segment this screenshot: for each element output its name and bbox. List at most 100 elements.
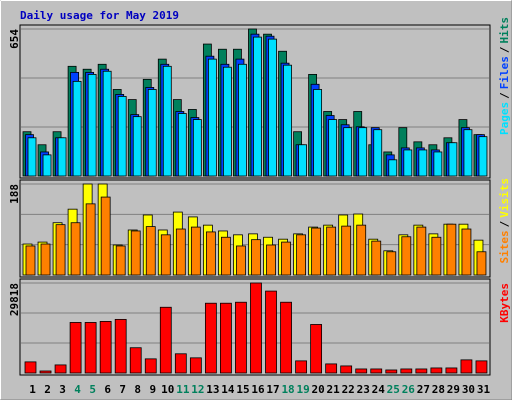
bar <box>280 301 292 374</box>
bar <box>373 129 383 177</box>
bar <box>204 302 217 374</box>
bar <box>102 70 112 177</box>
legend: Pages / Files / Hits <box>498 17 511 135</box>
x-tick-label: 18 <box>281 383 294 396</box>
bar <box>72 80 82 177</box>
bar <box>310 324 323 374</box>
bar <box>418 149 428 177</box>
bar <box>281 241 291 276</box>
x-tick-label: 26 <box>402 383 416 396</box>
bar <box>356 224 367 276</box>
bar <box>114 318 127 374</box>
bar <box>461 228 472 276</box>
bar <box>99 321 112 374</box>
bar <box>251 239 261 276</box>
bar <box>189 357 202 374</box>
bar <box>160 234 171 276</box>
legend-separator: / <box>498 220 511 227</box>
x-tick-label: 23 <box>357 383 370 396</box>
bar <box>238 63 247 177</box>
bar <box>430 367 443 374</box>
bar <box>70 222 81 276</box>
bar <box>253 36 262 177</box>
x-tick-label: 7 <box>119 383 126 396</box>
bar <box>85 203 96 276</box>
x-tick-label: 6 <box>104 383 111 396</box>
bar <box>117 96 127 177</box>
bar <box>388 159 398 177</box>
bar <box>54 364 67 374</box>
legend: Sites / Visits <box>498 178 511 264</box>
bar <box>401 236 412 276</box>
y-tick-label: 654 <box>8 29 21 49</box>
bar <box>87 74 97 177</box>
bar <box>415 368 428 374</box>
bar <box>223 66 232 177</box>
bar <box>283 64 292 177</box>
bar <box>147 89 157 177</box>
legend-separator: / <box>498 92 511 99</box>
bar <box>431 236 442 276</box>
legend-entry: Files <box>498 56 511 89</box>
x-tick-label: 14 <box>221 383 235 396</box>
x-tick-label: 22 <box>342 383 355 396</box>
legend: KBytes <box>498 283 511 323</box>
x-tick-label: 19 <box>296 383 309 396</box>
bar <box>84 322 97 374</box>
bar <box>311 227 322 276</box>
bar <box>371 240 382 276</box>
bar <box>24 361 37 374</box>
bar <box>475 360 488 374</box>
x-tick-label: 17 <box>266 383 279 396</box>
x-tick-label: 4 <box>74 383 81 396</box>
x-tick-label: 11 <box>176 383 190 396</box>
x-tick-label: 24 <box>372 383 386 396</box>
bar <box>40 243 51 276</box>
bar <box>221 236 231 276</box>
x-tick-label: 13 <box>206 383 219 396</box>
x-tick-label: 29 <box>447 383 460 396</box>
bar <box>190 226 201 276</box>
bar <box>100 196 111 276</box>
bar <box>478 136 488 177</box>
x-tick-label: 10 <box>161 383 174 396</box>
bar <box>448 142 458 177</box>
bar <box>159 306 172 374</box>
bar <box>460 359 473 374</box>
bar <box>326 226 337 276</box>
bar <box>355 368 368 374</box>
bar <box>325 363 338 374</box>
y-tick-label: 188 <box>8 184 21 204</box>
bar <box>296 234 306 276</box>
bar <box>328 119 338 177</box>
bar <box>370 368 383 374</box>
bar <box>192 119 202 177</box>
bar <box>386 251 397 276</box>
x-tick-label: 15 <box>236 383 249 396</box>
bar <box>266 244 276 276</box>
y-tick-label: 29818 <box>8 283 21 316</box>
legend-entry: Visits <box>498 178 511 218</box>
legend-separator: / <box>498 46 511 53</box>
x-tick-label: 5 <box>89 383 96 396</box>
legend-entry: Hits <box>498 17 511 44</box>
bar <box>265 290 277 374</box>
bar <box>385 369 398 374</box>
x-tick-label: 1 <box>29 383 36 396</box>
legend-entry: Sites <box>498 230 511 263</box>
x-tick-label: 2 <box>44 383 51 396</box>
bar <box>343 127 353 177</box>
bar <box>129 347 142 374</box>
x-tick-label: 25 <box>387 383 400 396</box>
x-tick-label: 28 <box>432 383 445 396</box>
bar <box>220 302 232 374</box>
bar <box>295 360 307 374</box>
bar <box>115 245 126 276</box>
bar <box>313 89 323 177</box>
bar <box>130 230 141 276</box>
bar <box>174 353 187 374</box>
x-tick-label: 9 <box>149 383 156 396</box>
bar <box>358 127 368 177</box>
bar <box>250 282 262 374</box>
